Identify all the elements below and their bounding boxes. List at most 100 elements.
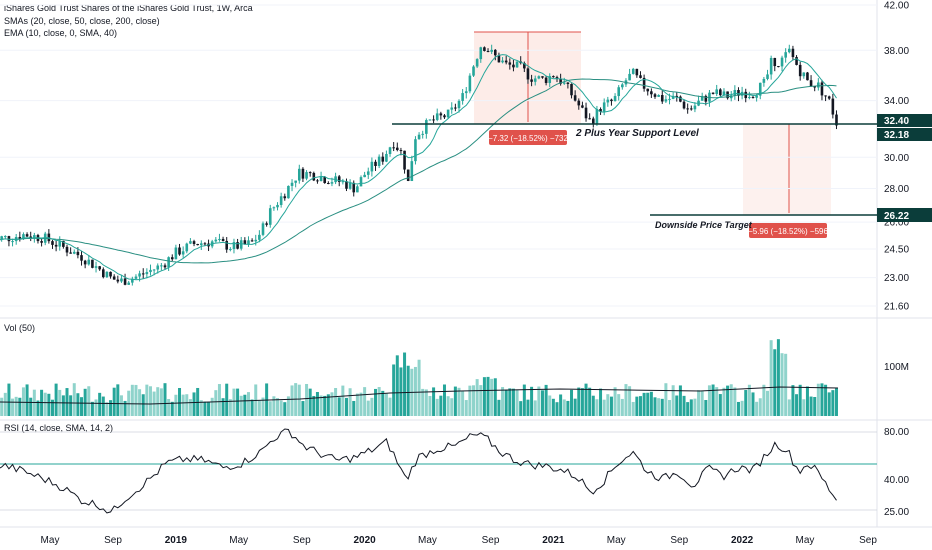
volume-bar	[787, 399, 791, 416]
volume-bar	[577, 387, 581, 416]
volume-bar	[334, 388, 338, 416]
volume-bar	[232, 388, 236, 416]
volume-bar	[439, 395, 443, 416]
volume-bar	[348, 388, 352, 416]
candle-body	[101, 269, 105, 278]
candle-body	[483, 47, 486, 51]
volume-bar	[315, 391, 319, 416]
volume-bar	[43, 392, 47, 416]
volume-bar	[631, 401, 635, 416]
candle-body	[541, 76, 544, 78]
candle-body	[425, 120, 428, 134]
volume-bar	[722, 387, 726, 416]
candle-body	[722, 91, 726, 96]
candle-body	[704, 95, 708, 102]
volume-bar	[446, 396, 450, 416]
candle-body	[787, 48, 791, 53]
candle-body	[443, 115, 446, 118]
time-tick: 2019	[165, 535, 188, 546]
volume-bar	[3, 392, 7, 416]
volume-bar	[791, 385, 795, 416]
candle-body	[167, 257, 170, 268]
candle-body	[501, 60, 504, 63]
candle-body	[515, 61, 519, 68]
candle-body	[370, 161, 374, 172]
volume-bar	[784, 353, 788, 416]
candle-body	[773, 57, 777, 67]
candle-body	[566, 82, 570, 85]
volume-bar	[501, 387, 505, 416]
candle-body	[268, 208, 272, 225]
candle-body	[69, 252, 72, 254]
candle-body	[552, 76, 555, 78]
target-price-label: 26.22	[884, 211, 909, 222]
volume-bar	[105, 402, 109, 416]
candle-body	[301, 168, 305, 179]
candle-body	[657, 95, 660, 97]
volume-bar	[141, 394, 145, 416]
volume-bar	[671, 385, 675, 416]
candle-body	[62, 240, 65, 247]
volume-bar	[824, 384, 828, 416]
candle-body	[660, 95, 664, 102]
volume-bar	[366, 400, 370, 416]
candle-body	[820, 82, 824, 96]
volume-bar	[261, 397, 265, 416]
volume-bar	[733, 387, 737, 416]
candle-body	[835, 114, 838, 126]
volume-bar	[76, 393, 80, 416]
price-tick: 26.00	[884, 218, 909, 229]
candle-body	[323, 176, 327, 184]
support-annotation: 2 Plus Year Support Level	[575, 128, 699, 139]
volume-bar	[239, 395, 243, 416]
candle-body	[243, 240, 247, 245]
candle-body	[18, 237, 22, 240]
volume-bar	[515, 389, 519, 416]
candle-body	[606, 99, 610, 103]
candle-body	[127, 282, 131, 285]
volume-bar	[421, 388, 425, 416]
candle-body	[261, 223, 265, 235]
candle-body	[602, 102, 606, 112]
volume-bar	[268, 401, 272, 416]
candle-body	[22, 234, 25, 240]
volume-bar	[109, 400, 113, 416]
candle-body	[454, 107, 457, 109]
price-tick: 21.60	[884, 302, 909, 313]
volume-bar	[352, 400, 356, 416]
volume-bar	[54, 383, 58, 416]
volume-bar	[519, 401, 523, 416]
volume-bar	[780, 353, 784, 416]
chart-title: iShares Gold Trust Shares of the iShares…	[4, 3, 253, 13]
volume-bar	[555, 402, 559, 416]
rsi-line	[0, 428, 837, 514]
volume-bar	[591, 395, 595, 416]
candle-body	[523, 63, 526, 69]
volume-bar	[217, 384, 221, 416]
candle-body	[33, 235, 36, 239]
volume-bar	[522, 384, 526, 416]
candle-body	[595, 109, 599, 125]
candle-body	[290, 182, 294, 186]
time-tick: Sep	[859, 535, 877, 546]
candle-body	[628, 73, 631, 81]
volume-bar	[116, 384, 120, 416]
candle-body	[642, 77, 646, 89]
candle-body	[809, 80, 813, 87]
candle-body	[112, 276, 116, 280]
volume-bar	[504, 389, 508, 416]
candle-body	[784, 52, 787, 58]
candle-body	[631, 68, 635, 74]
candle-body	[152, 269, 156, 271]
volume-bar	[715, 387, 719, 416]
volume-bar	[700, 390, 704, 416]
candle-body	[138, 273, 141, 277]
volume-bar	[646, 392, 650, 416]
volume-bar	[537, 386, 541, 416]
candle-body	[189, 241, 192, 244]
volume-bar	[809, 396, 813, 416]
candle-body	[668, 98, 671, 100]
volume-bar	[472, 385, 476, 416]
volume-bar	[638, 396, 642, 416]
